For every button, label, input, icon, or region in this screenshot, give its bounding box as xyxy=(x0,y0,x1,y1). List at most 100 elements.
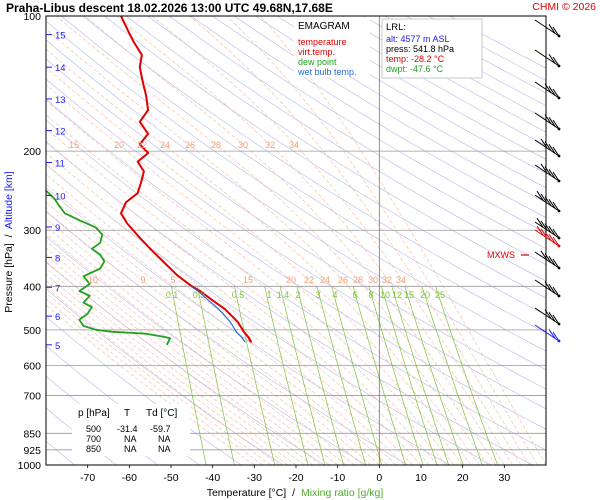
x-axis-title: Temperature [°C] / Mixing ratio [g/kg] xyxy=(207,487,384,499)
wind-barb-dot xyxy=(557,179,561,183)
wind-barb-staff xyxy=(534,81,560,99)
wind-barb xyxy=(534,163,561,183)
wind-barb-dot xyxy=(557,96,561,100)
table-header-p: p [hPa] xyxy=(78,408,110,419)
x-tick-label: 10 xyxy=(415,472,427,484)
plot-area xyxy=(45,15,547,466)
y-tick-label: 400 xyxy=(23,281,41,293)
wind-barb-feather xyxy=(540,193,548,204)
moist-adiabat xyxy=(46,100,455,465)
dry-adiabat xyxy=(82,16,546,316)
wind-barb-feather xyxy=(536,217,544,228)
legend-item-wet-bulb: wet bulb temp. xyxy=(297,67,357,77)
dry-adiabat xyxy=(212,16,546,218)
moist-adiabat-label: 15 xyxy=(243,275,253,285)
moist-adiabat-label: 24 xyxy=(320,275,330,285)
x-tick-label: -70 xyxy=(80,472,95,484)
wind-barb-dot xyxy=(557,64,561,68)
x-tick-label: -60 xyxy=(122,472,137,484)
dry-adiabat xyxy=(61,16,546,334)
wind-barb-staff xyxy=(534,251,560,269)
moist-adiabat-label: 22 xyxy=(304,275,314,285)
x-tick-label: -30 xyxy=(247,472,262,484)
series-wet-bulb-temp xyxy=(190,285,246,343)
wind-barb-feather xyxy=(544,166,552,176)
table-cell: NA xyxy=(124,434,137,444)
moist-adiabat-label: 5 xyxy=(170,275,175,285)
moist-adiabat-label: 34 xyxy=(396,275,406,285)
altitude-tick-label: 6 xyxy=(55,312,60,323)
wind-barb-dot xyxy=(557,339,561,343)
wind-barbs-column xyxy=(534,19,561,343)
series-virt-temp xyxy=(120,16,253,343)
wind-barb-feather xyxy=(552,171,560,182)
y-tick-label: 1000 xyxy=(18,460,42,472)
wind-barb-dot xyxy=(557,236,561,240)
moist-adiabat-label: 32 xyxy=(265,140,275,150)
moist-adiabat-label: 15 xyxy=(69,140,79,150)
header-title: Praha-Libus descent 18.02.2026 13:00 UTC… xyxy=(6,1,333,15)
mixing-ratio-label: 20 xyxy=(420,290,430,300)
wind-barb-feather xyxy=(552,258,560,269)
y-tick-label: 925 xyxy=(23,445,41,457)
wind-barb-staff xyxy=(534,229,560,247)
wind-barb-feather xyxy=(548,226,556,236)
wind-barb-feather xyxy=(548,169,556,179)
wind-barb-staff xyxy=(534,19,560,37)
wind-barb xyxy=(534,217,561,240)
y-tick-label: 700 xyxy=(23,390,41,402)
wind-barb-feather xyxy=(540,163,548,174)
wind-barb-feather xyxy=(540,220,548,231)
wind-barb xyxy=(534,225,561,248)
moist-adiabat xyxy=(46,84,463,465)
altitude-tick-label: 7 xyxy=(55,283,60,294)
wind-barb-feather xyxy=(544,309,552,319)
moist-adiabat-label: 28 xyxy=(353,275,363,285)
x-tick-label: 30 xyxy=(498,472,510,484)
series-dew-point xyxy=(46,189,172,346)
wind-barb xyxy=(534,190,561,213)
wind-barb-staff xyxy=(534,112,560,130)
wind-barb-feather xyxy=(552,314,560,325)
wind-barb-feather xyxy=(544,281,552,291)
altitude-tick-label: 15 xyxy=(55,31,66,42)
copyright-label: CHMI © 2026 xyxy=(532,1,596,13)
mixing-ratio-label: 2 xyxy=(295,290,300,300)
wind-barb-feather xyxy=(548,117,556,127)
table-cell: 850 xyxy=(86,444,101,454)
moist-adiabat-label: 30 xyxy=(368,275,378,285)
dry-adiabat xyxy=(46,58,546,390)
wind-barb-feather xyxy=(552,119,560,130)
moist-adiabat-label: 9 xyxy=(140,275,145,285)
lrl-title: LRL: xyxy=(386,22,406,33)
dry-adiabat xyxy=(169,16,546,249)
mixing-ratio-label: 3 xyxy=(315,290,320,300)
altitude-tick-label: 9 xyxy=(55,223,60,234)
x-tick-label: 20 xyxy=(457,472,469,484)
wind-barb-feather xyxy=(552,228,560,239)
legend: EMAGRAM temperature virt.temp. dew point… xyxy=(294,17,370,77)
wind-barb-feather xyxy=(544,231,552,241)
lrl-dwpt: dwpt: -47.6 °C xyxy=(386,64,444,74)
table-cell: NA xyxy=(124,444,137,454)
wind-barb-staff xyxy=(534,194,560,212)
wind-barb-staff xyxy=(534,307,560,325)
mixing-ratio-label: 6 xyxy=(352,290,357,300)
x-tick-label: -20 xyxy=(288,472,303,484)
y-tick-label: 100 xyxy=(23,11,41,23)
wind-barb-feather xyxy=(552,146,560,157)
altitude-tick-label: 5 xyxy=(55,341,60,352)
wind-barb-feather xyxy=(548,329,556,339)
legend-title: EMAGRAM xyxy=(298,21,350,32)
wind-barb-staff xyxy=(534,279,560,297)
y-tick-label: 300 xyxy=(23,225,41,237)
wind-barb-feather xyxy=(544,253,552,263)
wind-barb-feather xyxy=(544,141,552,151)
mixing-ratio-label: 0.1 xyxy=(166,290,179,300)
y-tick-label: 200 xyxy=(23,146,41,158)
wind-barb-feather xyxy=(540,228,548,239)
mixing-ratio-label: 0.5 xyxy=(232,290,245,300)
wind-barb xyxy=(534,324,561,343)
wind-barb-dot xyxy=(557,322,561,326)
